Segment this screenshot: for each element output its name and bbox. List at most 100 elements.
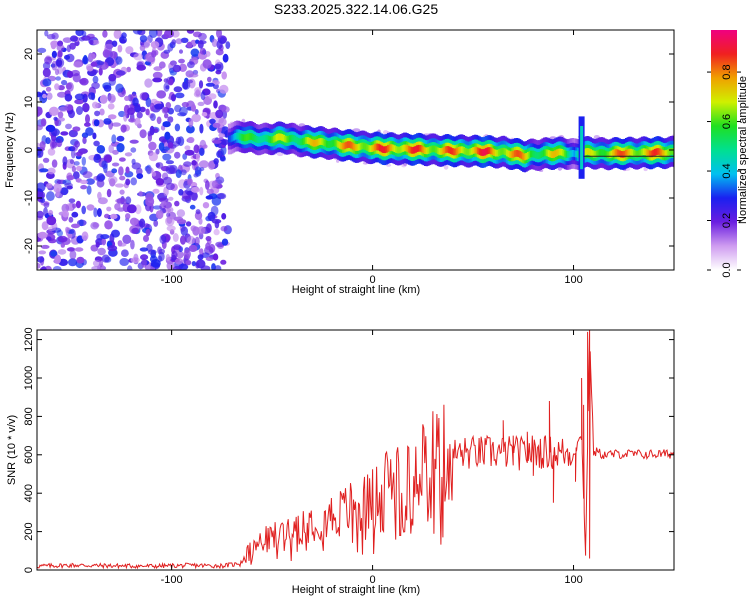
- noise-speckle: [107, 103, 115, 110]
- ridge-cell: [449, 147, 453, 154]
- ridge-cell: [308, 137, 311, 145]
- noise-speckle: [111, 40, 118, 47]
- noise-speckle: [64, 93, 73, 102]
- noise-speckle: [148, 141, 157, 151]
- ridge-cell: [653, 149, 657, 156]
- noise-speckle: [178, 189, 184, 196]
- noise-speckle: [180, 37, 189, 43]
- noise-speckle: [90, 61, 98, 67]
- ridge-cell: [345, 141, 348, 149]
- ridge-cell: [237, 132, 240, 140]
- noise-speckle: [37, 47, 47, 54]
- noise-speckle: [185, 260, 192, 266]
- noise-speckle: [60, 131, 69, 136]
- ridge-cell: [510, 151, 514, 158]
- ridge-cell: [317, 138, 321, 146]
- noise-speckle: [51, 159, 58, 168]
- ridge-cell: [277, 133, 281, 141]
- noise-speckle: [131, 227, 140, 234]
- spectrogram-y-axis-label: Frequency (Hz): [4, 112, 16, 188]
- noise-speckle: [167, 78, 174, 86]
- noise-speckle: [111, 229, 120, 238]
- noise-speckle: [73, 61, 83, 68]
- noise-speckle: [188, 73, 199, 78]
- ridge-cell: [403, 144, 406, 152]
- ridge-cell: [276, 133, 279, 141]
- ridge-cell: [242, 134, 245, 142]
- ridge-cell: [658, 148, 662, 156]
- ridge-cell: [319, 138, 322, 145]
- noise-speckle: [119, 157, 126, 162]
- noise-speckle: [173, 86, 183, 93]
- noise-speckle: [118, 242, 127, 247]
- noise-speckle: [220, 139, 230, 146]
- noise-speckle: [46, 92, 53, 100]
- ridge-cell: [385, 145, 388, 153]
- colorbar: 0.0 0.2 0.4 0.6 0.8 Normalized spectral ampl…: [707, 30, 749, 278]
- ridge-cell: [636, 150, 639, 158]
- ridge-cell: [633, 150, 636, 157]
- noise-speckle: [76, 256, 85, 264]
- noise-speckle: [194, 87, 202, 95]
- faint-speckle: [276, 152, 284, 157]
- ridge-cell: [475, 146, 478, 154]
- noise-speckle: [72, 171, 80, 180]
- noise-speckle: [174, 151, 181, 159]
- noise-speckle: [191, 160, 197, 166]
- noise-speckle: [67, 232, 73, 239]
- ridge-cell: [340, 142, 343, 150]
- ridge-cell: [555, 149, 559, 157]
- ridge-cell: [496, 149, 499, 157]
- noise-speckle: [125, 166, 130, 174]
- noise-speckle: [65, 123, 72, 130]
- noise-speckle: [68, 129, 78, 138]
- noise-speckle: [39, 141, 46, 150]
- ridge-cell: [391, 144, 395, 152]
- ridge-cell: [626, 149, 629, 156]
- ridge-cell: [414, 146, 417, 153]
- ridge-cell: [538, 152, 541, 159]
- ridge-cell: [650, 150, 654, 158]
- noise-speckle: [66, 44, 71, 53]
- noise-speckle: [106, 206, 112, 212]
- noise-speckle: [134, 117, 141, 127]
- ridge-cell: [409, 146, 412, 154]
- ridge-cell: [387, 145, 390, 152]
- y-tick-label: 0: [23, 567, 35, 573]
- colorbar-gradient: [711, 30, 737, 270]
- faint-speckle: [443, 164, 449, 170]
- ridge-cell: [430, 145, 433, 153]
- ridge-cell: [379, 144, 382, 152]
- ridge-cell: [258, 136, 261, 144]
- ridge-cell: [499, 148, 502, 156]
- noise-speckle: [100, 234, 110, 240]
- ridge-cell: [272, 135, 276, 143]
- ridge-cell: [428, 146, 432, 154]
- ridge-cell: [481, 149, 485, 156]
- noise-speckle: [57, 85, 65, 91]
- ridge-cell: [297, 137, 300, 145]
- ridge-cell: [526, 152, 530, 159]
- noise-speckle: [108, 176, 118, 184]
- noise-speckle: [89, 53, 96, 60]
- noise-speckle: [115, 70, 126, 76]
- colorbar-tick-label: 0.6: [721, 114, 733, 129]
- ridge-cell: [383, 146, 387, 154]
- noise-speckle: [221, 238, 229, 246]
- noise-speckle: [148, 152, 158, 162]
- ridge-cell: [489, 147, 493, 155]
- noise-speckle: [86, 185, 92, 195]
- noise-speckle: [84, 122, 91, 127]
- noise-speckle: [211, 38, 218, 48]
- noise-speckle: [37, 182, 46, 192]
- noise-speckle: [168, 196, 174, 201]
- noise-speckle: [99, 94, 108, 105]
- noise-speckle: [80, 185, 88, 190]
- noise-speckle: [81, 231, 89, 241]
- ridge-cell: [334, 139, 337, 147]
- noise-speckle: [92, 259, 102, 267]
- noise-speckle: [164, 30, 174, 38]
- noise-speckle: [101, 254, 110, 263]
- ridge-cell: [523, 153, 527, 161]
- noise-speckle: [147, 249, 157, 255]
